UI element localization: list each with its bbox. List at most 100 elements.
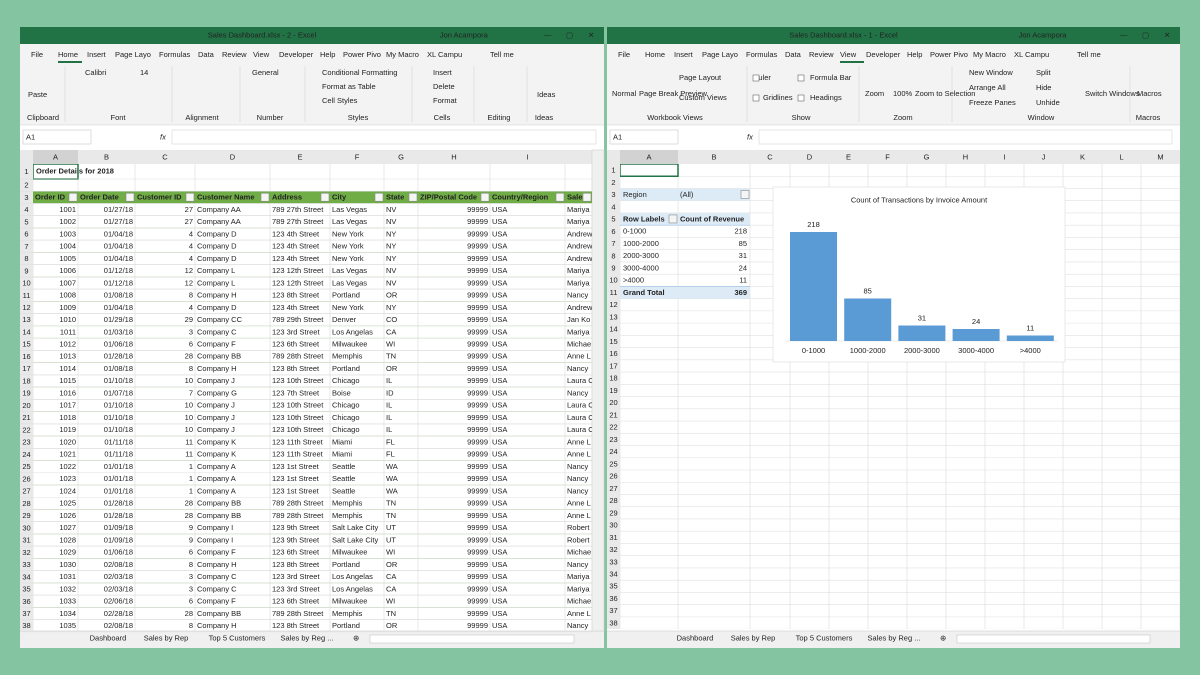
ribbon-command[interactable]: Page Layout bbox=[679, 73, 722, 82]
ribbon-group-label: Editing bbox=[488, 113, 511, 122]
ribbon-command[interactable]: Format bbox=[433, 96, 458, 105]
ribbon-command[interactable]: Freeze Panes bbox=[969, 98, 1016, 107]
sheet-tab[interactable]: Sales by Reg ... bbox=[281, 633, 334, 642]
ribbon-command[interactable]: Switch Windows bbox=[1085, 89, 1140, 98]
new-sheet-button[interactable]: ⊕ bbox=[353, 633, 359, 642]
sheet-tab[interactable]: Sales by Reg ... bbox=[868, 633, 921, 642]
table-cell: 9 bbox=[189, 535, 193, 544]
table-cell: New York bbox=[332, 229, 364, 238]
window-button[interactable]: — bbox=[544, 30, 552, 39]
sheet-tab[interactable]: Top 5 Customers bbox=[209, 633, 266, 642]
ribbon-tab[interactable]: Review bbox=[222, 50, 247, 59]
table-cell: USA bbox=[492, 450, 507, 459]
ribbon-tab[interactable]: Formulas bbox=[746, 50, 778, 59]
table-cell: USA bbox=[492, 364, 507, 373]
ribbon-command[interactable]: Gridlines bbox=[763, 93, 793, 102]
ribbon-tab[interactable]: My Macro bbox=[973, 50, 1006, 59]
ribbon-command[interactable]: Page Break Preview bbox=[639, 89, 708, 98]
ribbon-tab[interactable]: XL Campu bbox=[427, 50, 462, 59]
ribbon-command[interactable]: Cell Styles bbox=[322, 96, 358, 105]
window-title: Sales Dashboard.xlsx - 1 - Excel bbox=[789, 30, 898, 39]
chart: Count of Transactions by Invoice Amount 2… bbox=[772, 186, 1066, 363]
ribbon-tab[interactable]: Home bbox=[58, 50, 78, 59]
sheet-tab[interactable]: Sales by Rep bbox=[731, 633, 776, 642]
table-cell: 99999 bbox=[467, 229, 488, 238]
ribbon-tab[interactable]: Insert bbox=[87, 50, 107, 59]
table-cell: 3 bbox=[189, 584, 193, 593]
ribbon-command[interactable]: Macros bbox=[1137, 89, 1162, 98]
ribbon-tab[interactable]: View bbox=[840, 50, 857, 59]
window-button[interactable]: ▢ bbox=[566, 30, 573, 39]
ribbon-tab[interactable]: Insert bbox=[674, 50, 694, 59]
ribbon-command[interactable]: Normal bbox=[612, 89, 637, 98]
window-button[interactable]: ✕ bbox=[588, 30, 594, 39]
table-cell: NY bbox=[386, 254, 396, 263]
ribbon-command[interactable]: General bbox=[252, 68, 279, 77]
ribbon-command[interactable]: Ruler bbox=[753, 73, 771, 82]
sheet-tab[interactable]: Sales by Rep bbox=[144, 633, 189, 642]
ribbon-tab[interactable]: Tell me bbox=[1077, 50, 1101, 59]
ribbon-tab[interactable]: Review bbox=[809, 50, 834, 59]
ribbon-command[interactable]: Headings bbox=[810, 93, 842, 102]
ribbon-tab[interactable]: Data bbox=[198, 50, 215, 59]
ribbon-tab[interactable]: Developer bbox=[866, 50, 901, 59]
table-cell: Portland bbox=[332, 621, 360, 630]
ribbon-tab[interactable]: Formulas bbox=[159, 50, 191, 59]
ribbon-command[interactable]: 14 bbox=[140, 68, 148, 77]
new-sheet-button[interactable]: ⊕ bbox=[940, 633, 946, 642]
table-cell: NY bbox=[386, 229, 396, 238]
table-cell: Memphis bbox=[332, 511, 363, 520]
ribbon-group-label: Styles bbox=[348, 113, 369, 122]
table-cell: Company L bbox=[197, 266, 235, 275]
table-cell: 01/04/18 bbox=[104, 254, 133, 263]
table-cell: 01/27/18 bbox=[104, 217, 133, 226]
ribbon-command[interactable]: Paste bbox=[28, 90, 47, 99]
table-cell: 123 8th Street bbox=[272, 291, 320, 300]
window-button[interactable]: ▢ bbox=[1142, 30, 1149, 39]
ribbon-tab[interactable]: Power Pivo bbox=[343, 50, 381, 59]
sheet-tab[interactable]: Top 5 Customers bbox=[796, 633, 853, 642]
row-header: 4 bbox=[611, 202, 615, 211]
row-header: 1 bbox=[24, 167, 28, 176]
ribbon-tab[interactable]: Help bbox=[320, 50, 335, 59]
ribbon-command[interactable]: Formula Bar bbox=[810, 73, 852, 82]
pivot-header bbox=[620, 212, 750, 226]
ribbon-tab[interactable]: Home bbox=[645, 50, 665, 59]
ribbon-tab[interactable]: XL Campu bbox=[1014, 50, 1049, 59]
ribbon-command[interactable]: Conditional Formatting bbox=[322, 68, 397, 77]
ribbon-command[interactable]: Split bbox=[1036, 68, 1052, 77]
ribbon-tab[interactable]: File bbox=[31, 50, 43, 59]
table-cell: Andrew bbox=[567, 254, 593, 263]
ribbon-command[interactable]: Calibri bbox=[85, 68, 107, 77]
ribbon-command[interactable]: Delete bbox=[433, 82, 455, 91]
ribbon-tab[interactable]: Help bbox=[907, 50, 922, 59]
ribbon-command[interactable]: New Window bbox=[969, 68, 1013, 77]
ribbon-tab[interactable]: File bbox=[618, 50, 630, 59]
pivot-row-label: 1000-2000 bbox=[623, 239, 659, 248]
ribbon-command[interactable]: Zoom bbox=[865, 89, 884, 98]
ribbon-tab[interactable]: Power Pivo bbox=[930, 50, 968, 59]
ribbon-tab[interactable]: Developer bbox=[279, 50, 314, 59]
ribbon-tab[interactable]: Data bbox=[785, 50, 802, 59]
ribbon-command[interactable]: Custom Views bbox=[679, 93, 727, 102]
ribbon-command[interactable]: Arrange All bbox=[969, 83, 1006, 92]
ribbon-command[interactable]: Unhide bbox=[1036, 98, 1060, 107]
window-button[interactable]: — bbox=[1120, 30, 1128, 39]
filter-button bbox=[320, 192, 330, 202]
ribbon-command[interactable]: Ideas bbox=[537, 90, 556, 99]
sheet-tab[interactable]: Dashboard bbox=[90, 633, 127, 642]
ribbon-command[interactable]: Hide bbox=[1036, 83, 1051, 92]
ribbon-command[interactable]: Zoom to Selection bbox=[915, 89, 975, 98]
ribbon-tab[interactable]: My Macro bbox=[386, 50, 419, 59]
ribbon-command[interactable]: Format as Table bbox=[322, 82, 376, 91]
filter-button bbox=[374, 192, 384, 202]
ribbon-tab[interactable]: Page Layo bbox=[115, 50, 151, 59]
ribbon-tab[interactable]: Page Layo bbox=[702, 50, 738, 59]
window-button[interactable]: ✕ bbox=[1164, 30, 1170, 39]
table-cell: USA bbox=[492, 401, 507, 410]
sheet-tab[interactable]: Dashboard bbox=[677, 633, 714, 642]
ribbon-tab[interactable]: View bbox=[253, 50, 270, 59]
ribbon-tab[interactable]: Tell me bbox=[490, 50, 514, 59]
ribbon-command[interactable]: Insert bbox=[433, 68, 453, 77]
ribbon-command[interactable]: 100% bbox=[893, 89, 913, 98]
